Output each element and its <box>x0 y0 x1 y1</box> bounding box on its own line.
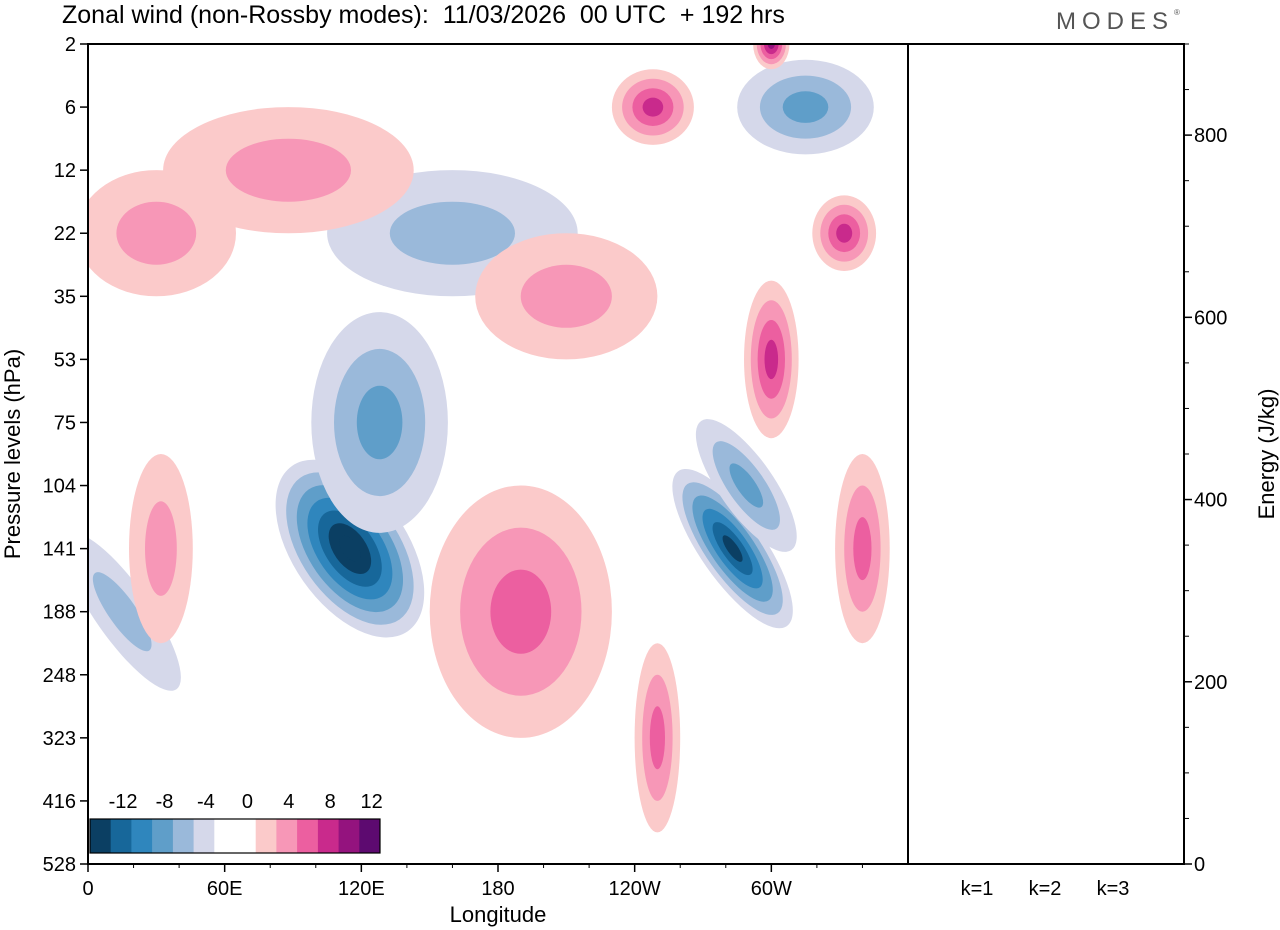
colorbar-label-0: -12 <box>109 791 138 813</box>
energy-bar-k=1 <box>955 863 999 865</box>
energy-tick-label-800: 800 <box>1194 125 1227 147</box>
x-tick-label-120E: 120E <box>338 878 385 900</box>
brand-text: MODES <box>1056 8 1175 35</box>
colorbar-swatch-8 <box>255 819 277 853</box>
colorbar-swatch-4 <box>172 819 195 853</box>
field-contour-0-7 <box>339 535 361 562</box>
y-axis: 2 6 12 22 35 53 75 104 141 188 248 323 416 528 <box>43 34 88 876</box>
colorbar-swatch-1 <box>110 819 132 853</box>
brand-registered-mark: ® <box>1174 8 1180 17</box>
field-contour-7-4 <box>764 44 779 55</box>
colorbar-label-1: -8 <box>156 791 174 813</box>
wind-field <box>88 44 890 833</box>
field-contour-12-3 <box>853 517 872 581</box>
x-tick-label-120W: 120W <box>609 878 661 900</box>
y-tick-label-53: 53 <box>54 349 76 371</box>
field-contour-9-4 <box>836 223 853 243</box>
y-tick-label-75: 75 <box>54 412 76 434</box>
y-axis-title: Pressure levels (hPa) <box>0 349 25 559</box>
chart-title: Zonal wind (non-Rossby modes): 11/03/202… <box>62 1 785 29</box>
colorbar-label-3: 0 <box>242 791 253 813</box>
x-tick-label-180: 180 <box>481 878 514 900</box>
colorbar-swatch-12 <box>338 819 360 853</box>
y-tick-label-528: 528 <box>43 854 76 876</box>
colorbar-swatch-0 <box>90 819 112 853</box>
energy-tick-label-200: 200 <box>1194 672 1227 694</box>
colorbar: -12 -8 -4 0 4 8 12 <box>88 786 383 856</box>
energy-category-k=1: k=1 <box>961 878 994 900</box>
colorbar-label-2: -4 <box>197 791 215 813</box>
colorbar-label-5: 8 <box>325 791 336 813</box>
x-tick-label-60E: 60E <box>207 878 243 900</box>
y-tick-label-22: 22 <box>54 223 76 245</box>
colorbar-swatch-9 <box>276 819 298 853</box>
energy-category-k=2: k=2 <box>1029 878 1062 900</box>
y-tick-label-141: 141 <box>43 539 76 561</box>
field-contour-10-4 <box>764 339 779 380</box>
y-tick-label-2: 2 <box>65 34 76 56</box>
colorbar-label-6: 12 <box>360 791 382 813</box>
colorbar-swatch-2 <box>131 819 153 853</box>
y-tick-label-248: 248 <box>43 665 76 687</box>
y-tick-label-12: 12 <box>54 160 76 182</box>
energy-axis: 0 200 400 600 800 k=1 k=2 k=3 <box>955 43 1227 900</box>
colorbar-label-4: 4 <box>283 791 294 813</box>
colorbar-swatch-10 <box>297 819 319 853</box>
field-contour-8-4 <box>642 97 664 117</box>
energy-category-k=3: k=3 <box>1097 878 1130 900</box>
field-contour-14-3 <box>649 706 666 770</box>
y-tick-label-188: 188 <box>43 602 76 624</box>
field-contour-11-3 <box>490 569 552 654</box>
colorbar-swatch-11 <box>317 819 340 853</box>
field-contour-1-3 <box>356 385 403 460</box>
energy-axis-title: Energy (J/kg) <box>1254 389 1279 520</box>
field-contour-2-6 <box>722 535 743 562</box>
field-contour-15-2 <box>225 138 351 202</box>
energy-tick-label-600: 600 <box>1194 307 1227 329</box>
field-contour-13-2 <box>145 501 177 596</box>
field-contour-16-2 <box>520 264 612 328</box>
y-tick-label-104: 104 <box>43 476 76 498</box>
x-tick-label-0: 0 <box>82 878 93 900</box>
colorbar-outline <box>89 818 381 854</box>
x-axis-title: Longitude <box>450 902 547 927</box>
colorbar-swatch-7 <box>235 819 257 853</box>
field-contour-17-2 <box>116 201 197 265</box>
energy-panel-frame <box>907 43 1185 865</box>
colorbar-swatch-13 <box>359 819 381 853</box>
energy-bar-k=3 <box>1091 863 1135 865</box>
field-contour-3-3 <box>729 463 764 508</box>
brand-logo: MODES® <box>1056 8 1180 36</box>
colorbar-swatch-3 <box>152 819 174 853</box>
colorbar-swatch-5 <box>193 819 215 853</box>
energy-tick-label-0: 0 <box>1194 854 1205 876</box>
y-tick-label-6: 6 <box>65 97 76 119</box>
x-tick-label-60W: 60W <box>751 878 792 900</box>
field-contour-6-2 <box>92 572 152 652</box>
colorbar-swatch-6 <box>214 819 236 853</box>
x-axis: 0 60E 120E 180 120W 60W <box>82 864 863 900</box>
y-tick-label-35: 35 <box>54 286 76 308</box>
field-contour-4-2 <box>389 201 515 265</box>
field-contour-5-3 <box>782 91 829 123</box>
y-tick-label-323: 323 <box>43 728 76 750</box>
y-tick-label-416: 416 <box>43 791 76 813</box>
energy-tick-label-400: 400 <box>1194 490 1227 512</box>
energy-bar-k=2 <box>1023 863 1067 865</box>
field-contour-7-5 <box>767 44 775 49</box>
